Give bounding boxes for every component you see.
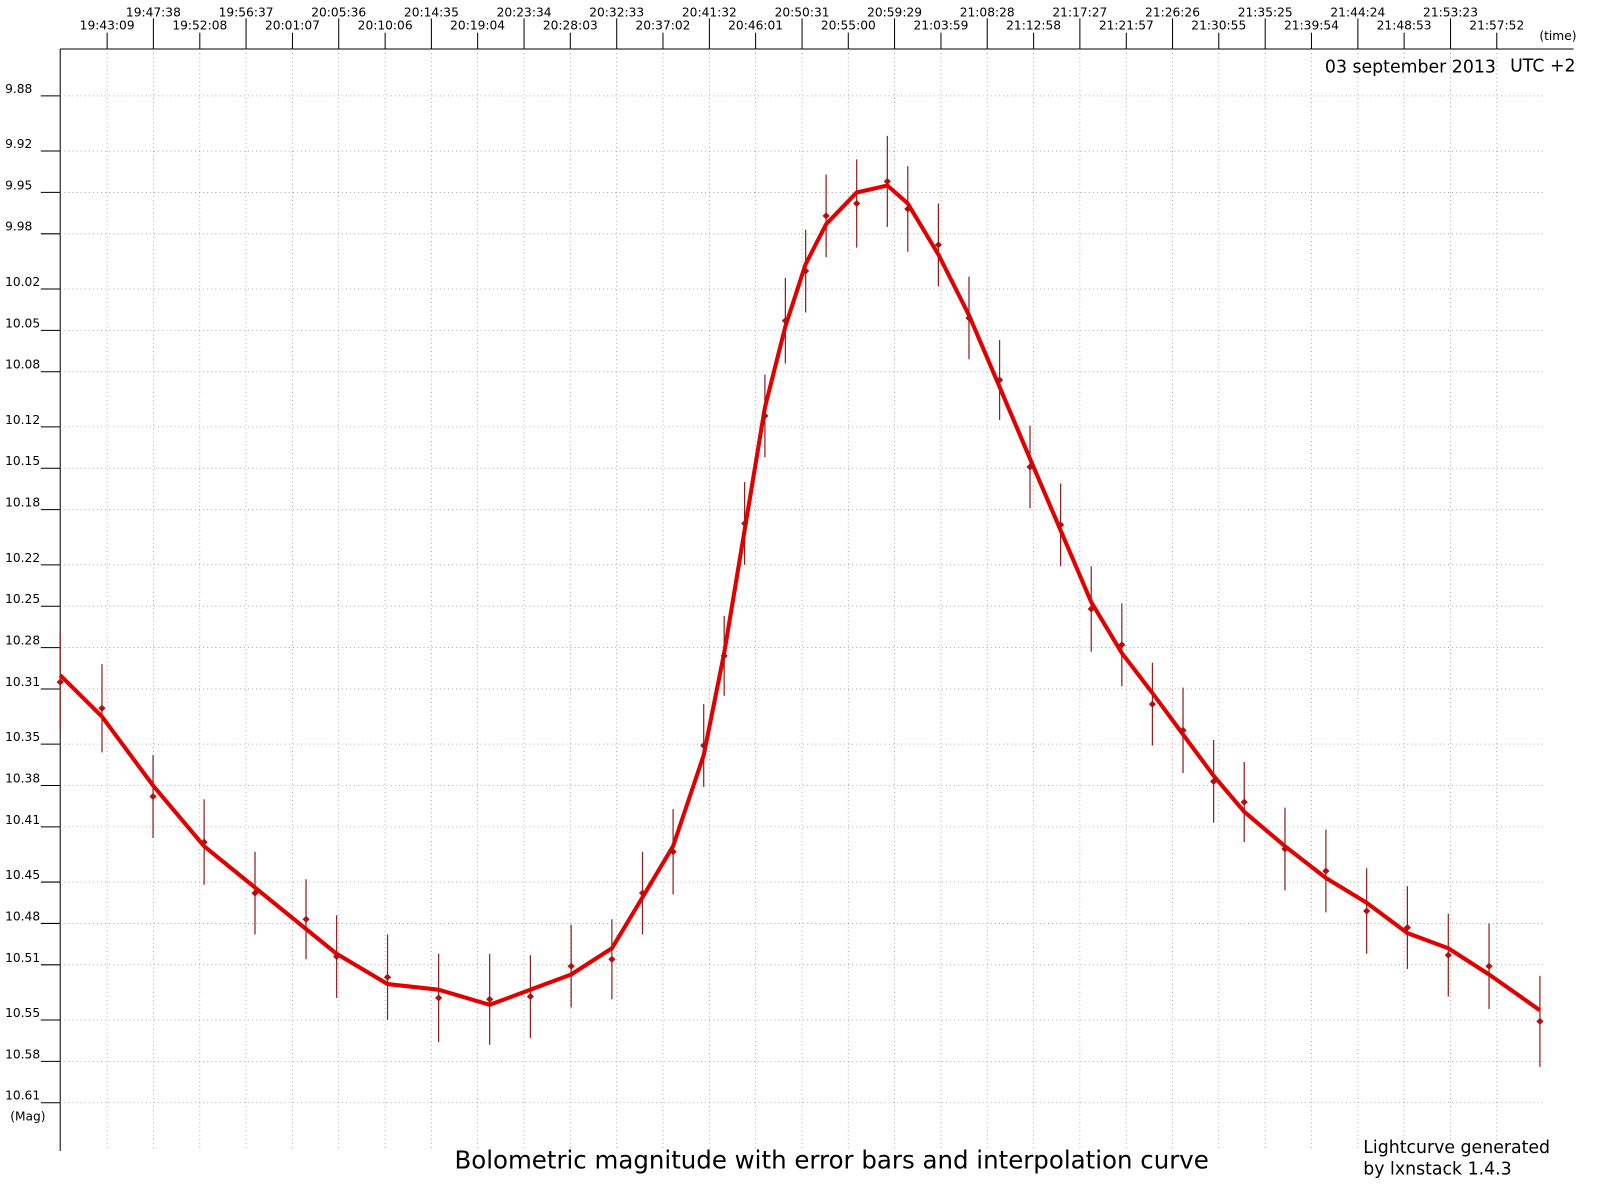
data-point: [1444, 951, 1452, 959]
data-point: [761, 412, 769, 420]
x-tick-label: 19:43:09: [80, 19, 135, 33]
data-point: [822, 212, 830, 220]
x-tick-label: 19:47:38: [126, 5, 181, 19]
x-tick-label: 21:12:58: [1006, 19, 1061, 33]
data-point: [302, 915, 310, 923]
x-tick-label: 20:59:29: [867, 5, 922, 19]
footer-line: by lxnstack 1.4.3: [1363, 1159, 1511, 1179]
x-tick-label: 20:50:31: [775, 5, 830, 19]
x-tick-label: 21:35:25: [1238, 5, 1293, 19]
data-point: [149, 792, 157, 801]
x-tick-label: 20:46:01: [728, 19, 783, 33]
x-tick-label: 21:48:53: [1377, 19, 1432, 33]
y-tick-label: 10.58: [5, 1047, 40, 1061]
x-tick-label: 21:26:26: [1145, 5, 1200, 19]
y-unit-label: (Mag): [10, 1109, 45, 1123]
y-tick-label: 9.88: [5, 82, 32, 96]
y-tick-label: 10.08: [5, 358, 40, 372]
data-point: [802, 267, 810, 275]
data-point: [996, 376, 1004, 384]
x-tick-label: 20:41:32: [682, 5, 737, 19]
x-tick-label: 20:05:36: [311, 5, 366, 19]
y-tick-label: 10.41: [5, 813, 40, 827]
y-tick-label: 10.45: [5, 868, 40, 882]
y-tick-label: 10.15: [5, 454, 40, 468]
x-tick-label: 20:19:04: [450, 19, 505, 33]
y-tick-label: 10.61: [5, 1089, 40, 1103]
data-point: [965, 314, 973, 322]
chart-title: Bolometric magnitude with error bars and…: [454, 1145, 1208, 1174]
x-tick-label: 20:32:33: [589, 5, 644, 19]
x-tick-label: 20:23:34: [497, 5, 552, 19]
y-tick-label: 9.95: [5, 178, 32, 192]
data-point: [720, 652, 728, 660]
x-tick-label: 20:55:00: [821, 19, 876, 33]
data-point: [669, 848, 677, 856]
y-tick-label: 10.55: [5, 1006, 40, 1020]
x-tick-label: 20:01:07: [265, 19, 320, 33]
data-point: [1148, 700, 1156, 708]
y-tick-label: 10.28: [5, 634, 40, 648]
y-tick-label: 10.22: [5, 551, 40, 565]
x-tick-label: 20:10:06: [358, 19, 413, 33]
y-tick-label: 9.92: [5, 137, 32, 151]
data-point: [741, 519, 749, 528]
y-tick-label: 10.02: [5, 275, 40, 289]
x-tick-label: 20:28:03: [543, 19, 598, 33]
x-tick-label: 21:17:27: [1052, 5, 1107, 19]
y-tick-label: 10.18: [5, 496, 40, 510]
x-tick-label: 21:03:59: [913, 19, 968, 33]
x-unit-label: (time): [1539, 29, 1576, 43]
x-tick-label: 19:52:08: [172, 19, 227, 33]
x-tick-label: 21:44:24: [1330, 5, 1385, 19]
footer-line: Lightcurve generated: [1363, 1138, 1550, 1158]
x-tick-label: 21:53:23: [1423, 5, 1478, 19]
data-point: [853, 199, 861, 208]
x-tick-label: 19:56:37: [219, 5, 274, 19]
y-tick-label: 10.38: [5, 771, 40, 785]
x-tick-label: 21:08:28: [960, 5, 1015, 19]
y-tick-label: 10.05: [5, 316, 40, 330]
data-point: [1485, 962, 1493, 970]
x-tick-label: 21:39:54: [1284, 19, 1339, 33]
data-point: [1026, 463, 1034, 471]
date-label: 03 september 2013: [1325, 57, 1496, 77]
data-point: [883, 177, 891, 185]
data-point: [333, 952, 341, 961]
y-tick-label: 10.31: [5, 675, 40, 689]
interpolation-curve: [58, 183, 1542, 1012]
y-tick-label: 10.48: [5, 909, 40, 923]
y-tick-label: 10.25: [5, 592, 40, 606]
y-tick-label: 9.98: [5, 220, 32, 234]
x-tick-label: 21:30:55: [1191, 19, 1246, 33]
y-tick-label: 10.12: [5, 413, 40, 427]
x-tick-label: 20:37:02: [635, 19, 690, 33]
data-point: [200, 838, 208, 846]
y-tick-label: 10.35: [5, 730, 40, 744]
data-point: [1057, 521, 1065, 529]
x-tick-label: 20:14:35: [404, 5, 459, 19]
timezone-label: UTC +2: [1510, 56, 1575, 76]
x-tick-label: 21:21:57: [1099, 19, 1154, 33]
y-tick-label: 10.51: [5, 951, 40, 965]
x-tick-label: 21:57:52: [1469, 19, 1524, 33]
